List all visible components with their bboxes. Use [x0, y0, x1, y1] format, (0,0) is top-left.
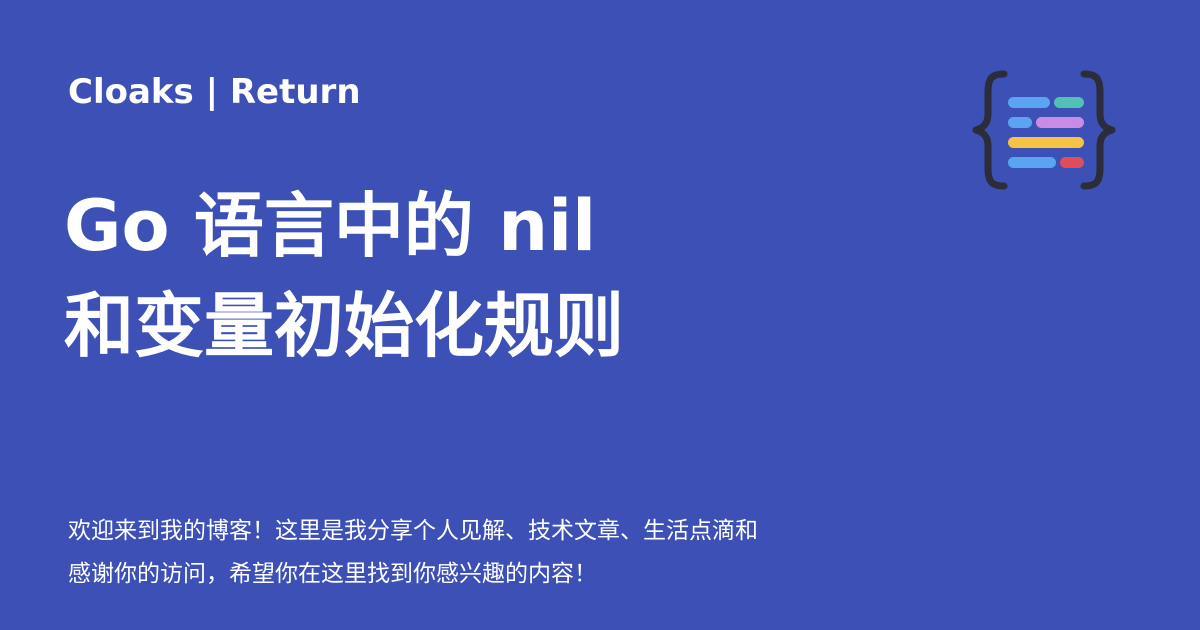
bar-row1-b	[1054, 97, 1084, 108]
site-name: Cloaks | Return	[68, 72, 361, 112]
bar-row1-a	[1008, 97, 1050, 108]
left-brace	[972, 70, 1008, 190]
bar-row3	[1008, 137, 1084, 148]
bar-row4-a	[1008, 157, 1056, 168]
post-title-line-2: 和变量初始化规则	[64, 285, 624, 367]
site-description-line-1: 欢迎来到我的博客！这里是我分享个人见解、技术文章、生活点滴和	[68, 518, 758, 544]
right-brace	[1080, 70, 1116, 190]
bar-row2-a	[1008, 117, 1032, 128]
site-description-line-2: 感谢你的访问，希望你在这里找到你感兴趣的内容！	[68, 561, 597, 587]
post-title: Go 语言中的 nil 和变量初始化规则	[64, 176, 924, 376]
code-braces-bars-icon	[972, 70, 1116, 190]
bar-row4-b	[1060, 157, 1084, 168]
bar-row2-b	[1036, 117, 1084, 128]
post-title-line-1: Go 语言中的 nil	[64, 185, 597, 267]
site-description: 欢迎来到我的博客！这里是我分享个人见解、技术文章、生活点滴和 感谢你的访问，希望…	[68, 510, 894, 600]
